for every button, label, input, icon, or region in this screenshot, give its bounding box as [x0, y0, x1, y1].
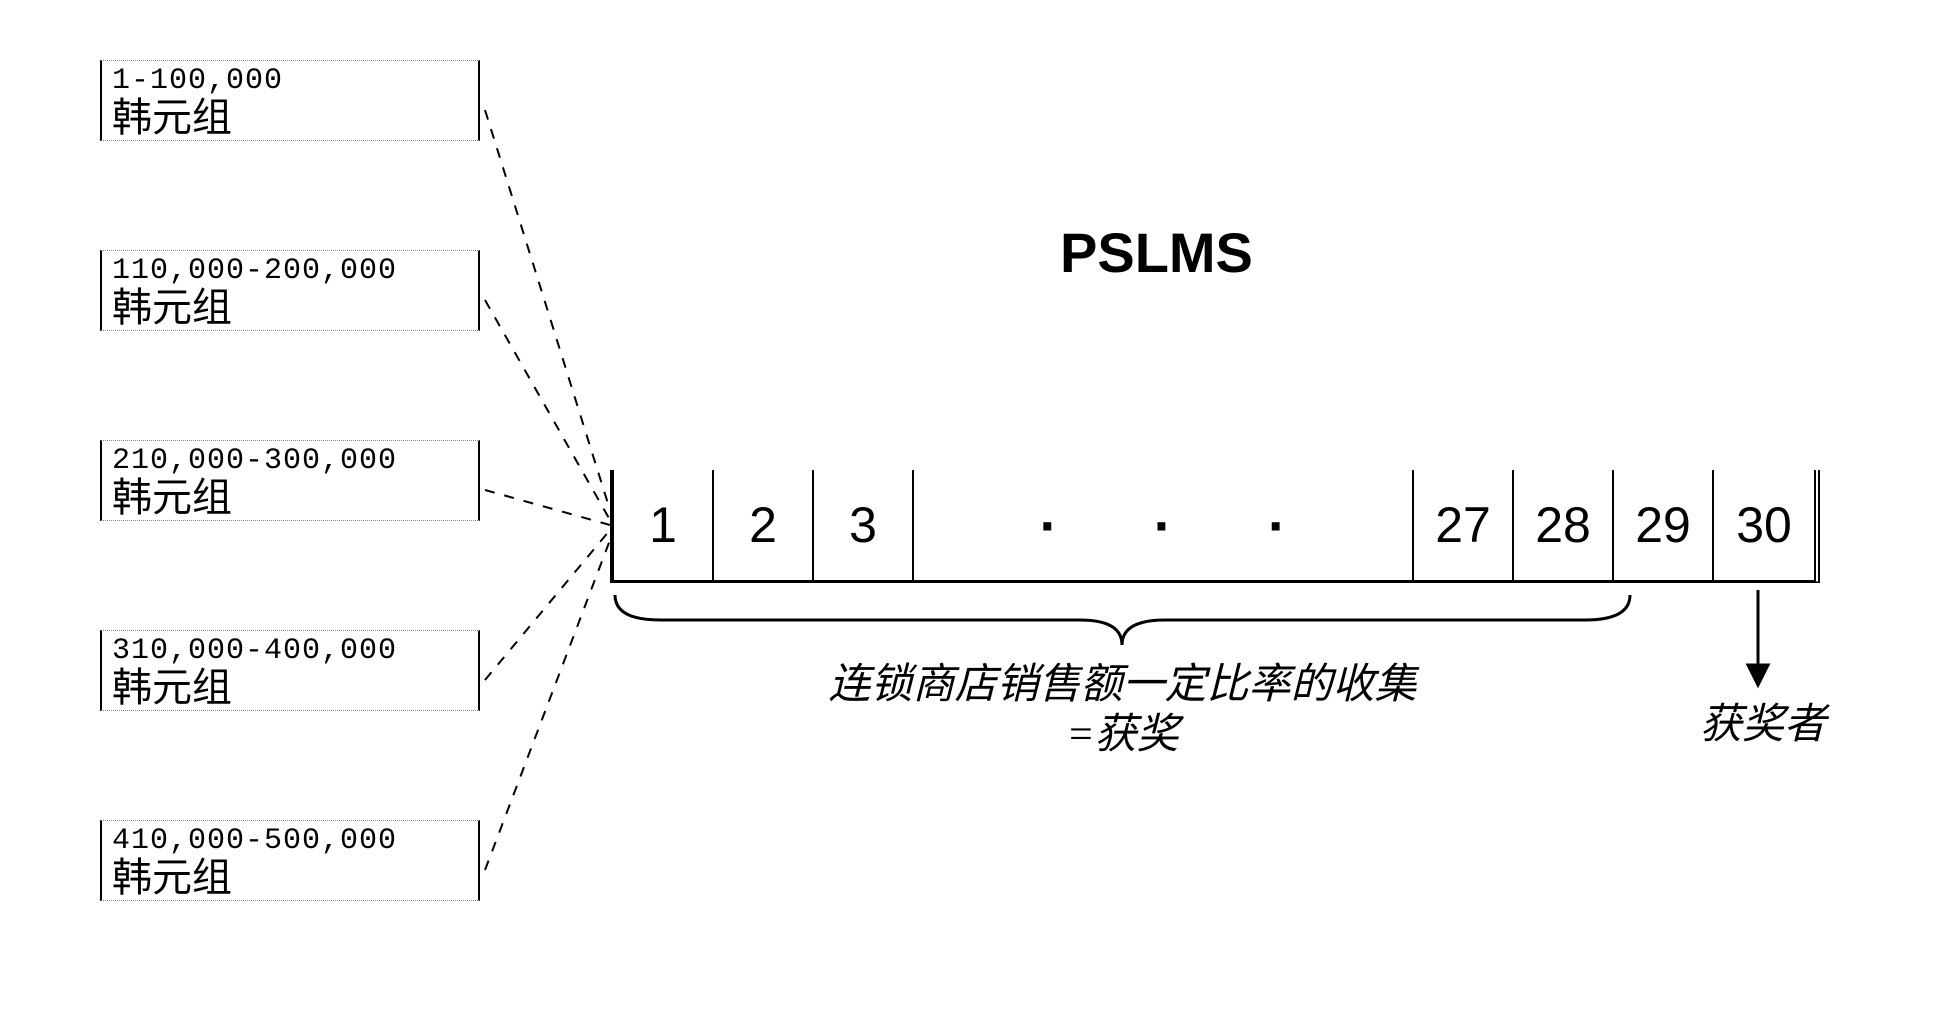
connector-line — [485, 490, 610, 525]
timeline-cell: 27 — [1414, 470, 1514, 580]
group-label: 韩元组 — [112, 98, 468, 138]
group-box-1: 1-100,000 韩元组 — [100, 60, 480, 141]
connector-line — [485, 540, 610, 870]
timeline-cell: 29 — [1614, 470, 1714, 580]
group-box-3: 210,000-300,000 韩元组 — [100, 440, 480, 521]
diagram-title: PSLMS — [1060, 220, 1253, 285]
connector-line — [485, 530, 610, 680]
connector-line — [485, 110, 610, 510]
group-label: 韩元组 — [112, 858, 468, 898]
group-range: 410,000-500,000 — [112, 825, 468, 858]
brace-label: 连锁商店销售额一定比率的收集 =获奖 — [615, 660, 1630, 761]
group-box-2: 110,000-200,000 韩元组 — [100, 250, 480, 331]
curly-brace — [615, 595, 1630, 645]
group-box-5: 410,000-500,000 韩元组 — [100, 820, 480, 901]
converging-lines — [485, 110, 610, 870]
group-label: 韩元组 — [112, 288, 468, 328]
brace-label-line1: 连锁商店销售额一定比率的收集 — [828, 662, 1416, 708]
timeline-cell: 3 — [814, 470, 914, 580]
timeline-cell: 28 — [1514, 470, 1614, 580]
group-range: 1-100,000 — [112, 65, 468, 98]
connector-line — [485, 300, 610, 520]
winner-arrow — [1748, 590, 1768, 685]
timeline-ellipsis: · · · — [914, 470, 1414, 580]
timeline-cell: 1 — [614, 470, 714, 580]
timeline-cell: 30 — [1714, 470, 1814, 580]
group-range: 210,000-300,000 — [112, 445, 468, 478]
group-range: 110,000-200,000 — [112, 255, 468, 288]
brace-label-line2: =获奖 — [1066, 712, 1178, 758]
group-range: 310,000-400,000 — [112, 635, 468, 668]
group-label: 韩元组 — [112, 478, 468, 518]
group-box-4: 310,000-400,000 韩元组 — [100, 630, 480, 711]
timeline-cell: 2 — [714, 470, 814, 580]
timeline: 1 2 3 · · · 27 28 29 30 — [610, 470, 1820, 583]
winner-label: 获奖者 — [1700, 690, 1826, 751]
group-label: 韩元组 — [112, 668, 468, 708]
